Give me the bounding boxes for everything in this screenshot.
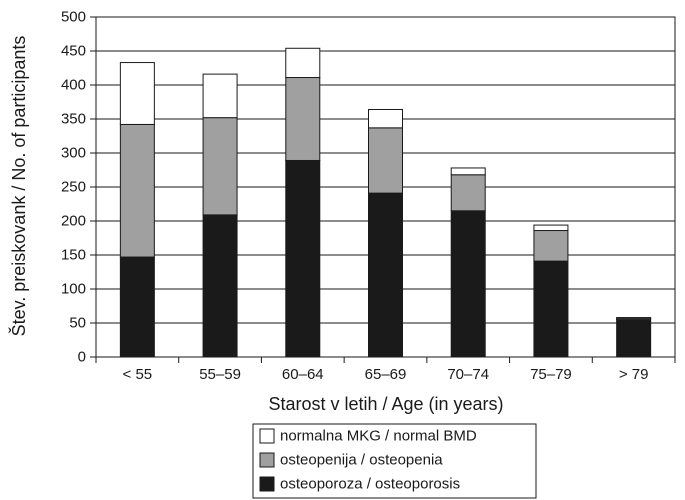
- x-tick-label: < 55: [123, 366, 153, 383]
- bar-segment: [285, 77, 321, 161]
- x-tick-label: > 79: [619, 366, 649, 383]
- y-tick-label: 450: [61, 43, 86, 60]
- y-tick-label: 400: [61, 77, 86, 94]
- bar-segment: [533, 260, 569, 358]
- bar-segment: [285, 159, 321, 358]
- axes: [90, 16, 676, 363]
- y-tick-label: 50: [69, 315, 86, 332]
- bar-segment: [368, 192, 403, 358]
- legend-swatch: [259, 452, 275, 468]
- y-tick-label: 300: [61, 145, 86, 162]
- bar-segment: [616, 317, 652, 319]
- bar-segment: [368, 127, 403, 194]
- legend-swatch: [259, 428, 275, 444]
- legend-entry: osteopenija / osteopenia: [280, 452, 443, 469]
- x-tick-label: 65–69: [365, 366, 407, 383]
- x-tick-labels: < 55 55–59 60–64 65–69 70–74 75–79 > 79: [123, 366, 649, 383]
- bar-segment: [202, 73, 238, 119]
- bars: [119, 47, 652, 358]
- y-tick-label: 150: [61, 247, 86, 264]
- y-tick-label: 100: [61, 281, 86, 298]
- x-tick-label: 75–79: [530, 366, 572, 383]
- x-tick-label: 70–74: [447, 366, 489, 383]
- bar-segment: [450, 210, 486, 358]
- legend-swatch: [259, 476, 275, 492]
- y-axis-title: Štev. preiskovank / No. of participants: [8, 36, 29, 337]
- y-tick-label: 250: [61, 179, 86, 196]
- x-tick-label: 60–64: [282, 366, 324, 383]
- bar-segment: [533, 224, 569, 232]
- bar-segment: [533, 230, 569, 262]
- bar-segment: [119, 123, 155, 258]
- y-tick-label: 0: [78, 349, 86, 366]
- legend: normalna MKG / normal BMD osteopenija / o…: [252, 423, 537, 499]
- bar-segment: [450, 174, 486, 212]
- plot-frame: [95, 16, 676, 358]
- legend-entry: normalna MKG / normal BMD: [280, 428, 477, 445]
- bar-segment: [285, 47, 321, 79]
- legend-entry: osteoporoza / osteoporosis: [280, 476, 460, 493]
- y-tick-labels: 0 50 100 150 200 250 300 350 400 450 500: [61, 9, 86, 366]
- bar-segment: [119, 256, 155, 358]
- x-tick-label: 55–59: [199, 366, 241, 383]
- y-tick-label: 350: [61, 111, 86, 128]
- bar-segment: [202, 117, 238, 216]
- x-axis-title: Starost v letih / Age (in years): [268, 394, 503, 414]
- bar-segment: [119, 62, 155, 125]
- bar-segment: [450, 167, 486, 176]
- y-tick-label: 200: [61, 213, 86, 230]
- bar-segment: [616, 319, 652, 358]
- y-tick-label: 500: [61, 9, 86, 26]
- legend-box: [252, 423, 537, 499]
- bar-segment: [202, 214, 238, 358]
- bar-segment: [368, 108, 403, 129]
